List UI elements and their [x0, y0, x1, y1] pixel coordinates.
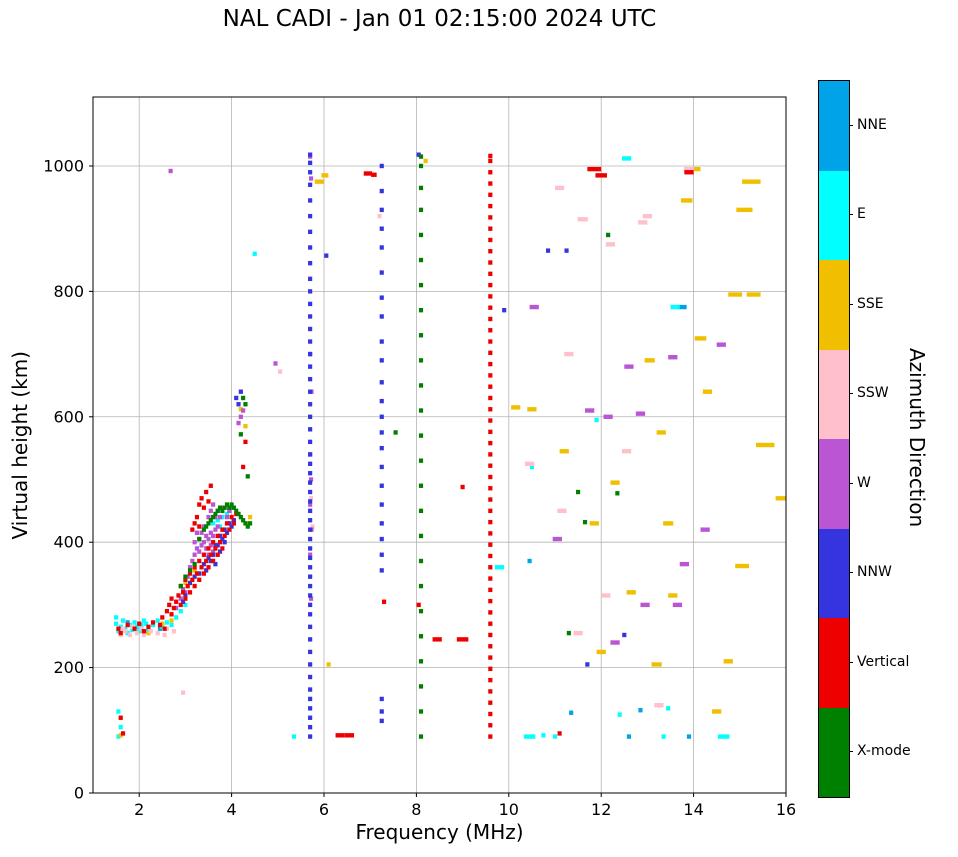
x-tick-label: 4: [227, 800, 237, 819]
series-e: [114, 156, 730, 739]
x-axis-label: Frequency (MHz): [355, 820, 524, 844]
y-axis-label: Virtual height (km): [8, 350, 32, 540]
colorbar-tick-label: NNW: [857, 564, 892, 581]
colorbar-tick-label: X-mode: [857, 743, 911, 760]
colorbar-tick-label: Vertical: [857, 653, 910, 670]
plot-border: [92, 96, 787, 794]
x-tick-label: 8: [411, 800, 421, 819]
colorbar-segment-x-mode: [819, 707, 849, 797]
colorbar-tick: [849, 393, 853, 395]
colorbar-tick-label: SSE: [857, 295, 884, 312]
colorbar-segment-e: [819, 170, 849, 260]
chart-title: NAL CADI - Jan 01 02:15:00 2024 UTC: [222, 6, 657, 32]
x-tick-label: 14: [683, 800, 703, 819]
x-tick-label: 16: [776, 800, 796, 819]
colorbar-tick-label: SSW: [857, 385, 889, 402]
colorbar-axis-label: Azimuth Direction: [905, 348, 929, 528]
series-w: [168, 154, 726, 645]
colorbar: [818, 80, 850, 798]
x-tick-label: 2: [134, 800, 144, 819]
colorbar-segment-nne: [819, 81, 849, 171]
colorbar-tick: [849, 482, 853, 484]
y-tick-label: 0: [74, 784, 84, 803]
colorbar-segment-ssw: [819, 349, 849, 439]
colorbar-segment-nnw: [819, 528, 849, 618]
y-tick-label: 800: [53, 282, 84, 301]
colorbar-tick: [849, 303, 853, 305]
series-x-mode: [178, 154, 620, 739]
series-sse: [118, 158, 786, 738]
colorbar-tick: [849, 751, 853, 753]
colorbar-axis-label-wrap: Azimuth Direction: [905, 80, 929, 796]
scatter-points: [114, 152, 786, 739]
colorbar-tick: [849, 124, 853, 126]
colorbar-segment-vertical: [819, 618, 849, 708]
colorbar-tick-label: E: [857, 206, 866, 223]
y-tick-label: 200: [53, 658, 84, 677]
y-tick-label: 400: [53, 533, 84, 552]
series-ssw: [118, 166, 695, 708]
x-tick-label: 6: [319, 800, 329, 819]
colorbar-tick: [849, 572, 853, 574]
colorbar-tick: [849, 661, 853, 663]
y-tick-label: 600: [53, 407, 84, 426]
x-tick-label: 10: [499, 800, 519, 819]
series-vertical: [116, 153, 694, 739]
colorbar-segment-sse: [819, 260, 849, 350]
x-tick-label: 12: [591, 800, 611, 819]
y-axis-label-wrap: Virtual height (km): [8, 97, 32, 793]
colorbar-tick: [849, 214, 853, 216]
y-tick-label: 1000: [43, 156, 84, 175]
colorbar-segment-w: [819, 439, 849, 529]
colorbar-tick-label: NNE: [857, 116, 887, 133]
colorbar-tick-label: W: [857, 474, 871, 491]
series-nne: [125, 304, 692, 739]
series-nnw: [181, 152, 627, 739]
